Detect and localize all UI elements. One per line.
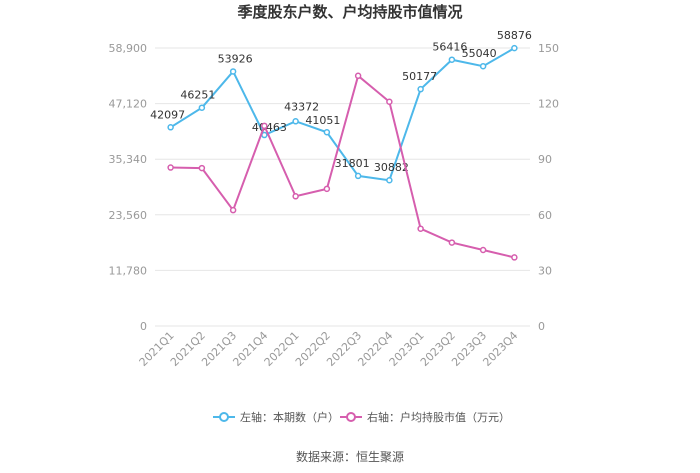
data-point [167,124,174,131]
legend-marker [346,412,356,422]
left-tick-label: 58,900 [109,42,148,55]
data-label: 53926 [218,52,253,65]
data-point [323,185,331,193]
right-tick-label: 0 [538,320,545,333]
right-tick-label: 150 [538,42,559,55]
data-label: 58876 [497,29,532,42]
data-point [386,98,393,105]
data-label: 42097 [150,108,185,121]
series-line-1 [170,74,515,259]
data-point [229,68,237,75]
data-point [354,172,362,180]
right-tick-label: 90 [538,153,552,166]
data-point [448,239,456,246]
right-axis-ticks: 0 30 60 90 120 150 [538,42,559,333]
x-axis-ticks: 2021Q12021Q22021Q32021Q42022Q12022Q22022… [137,329,521,369]
legend: 左轴：本期数（户） 右轴：户均持股市值（万元） [213,410,510,424]
data-label: 30882 [374,161,409,174]
data-label: 55040 [462,47,497,60]
data-label: 50177 [402,70,437,83]
data-point [261,122,268,130]
data-point [292,193,299,200]
legend-label: 左轴：本期数（户） [240,410,339,424]
legend-marker [219,412,229,422]
right-tick-label: 120 [538,98,559,111]
x-tick-label: 2023Q4 [480,329,520,369]
data-point [229,206,237,214]
data-point [417,225,424,232]
left-axis-ticks: 0 11,780 23,560 35,340 47,120 58,900 [109,42,148,333]
data-point [479,62,487,70]
data-point [448,56,456,63]
data-label: 31801 [335,157,370,170]
data-point [511,44,518,52]
data-point [167,164,174,171]
data-point [386,176,393,184]
data-point [198,164,206,172]
source-note: 数据来源：恒生聚源 [296,449,404,464]
data-point [354,72,362,80]
left-tick-label: 0 [140,320,147,333]
data-point [511,254,518,261]
data-label: 41051 [305,114,340,127]
grid [155,47,530,327]
data-label: 56416 [432,41,467,54]
data-point [323,128,331,136]
left-tick-label: 11,780 [109,264,148,277]
data-label: 43372 [284,100,319,113]
data-label: 40463 [252,121,287,134]
legend-label: 右轴：户均持股市值（万元） [367,410,510,424]
right-tick-label: 60 [538,209,552,222]
right-tick-label: 30 [538,264,552,277]
series-line-0 [170,47,515,182]
data-point [417,85,424,93]
data-point [292,118,299,125]
chart-title: 季度股东户数、户均持股市值情况 [237,3,462,21]
left-tick-label: 47,120 [109,98,148,111]
left-tick-label: 35,340 [109,153,148,166]
data-label: 46251 [180,89,215,102]
left-tick-label: 23,560 [109,209,148,222]
data-point [479,246,487,254]
data-point [198,104,206,111]
